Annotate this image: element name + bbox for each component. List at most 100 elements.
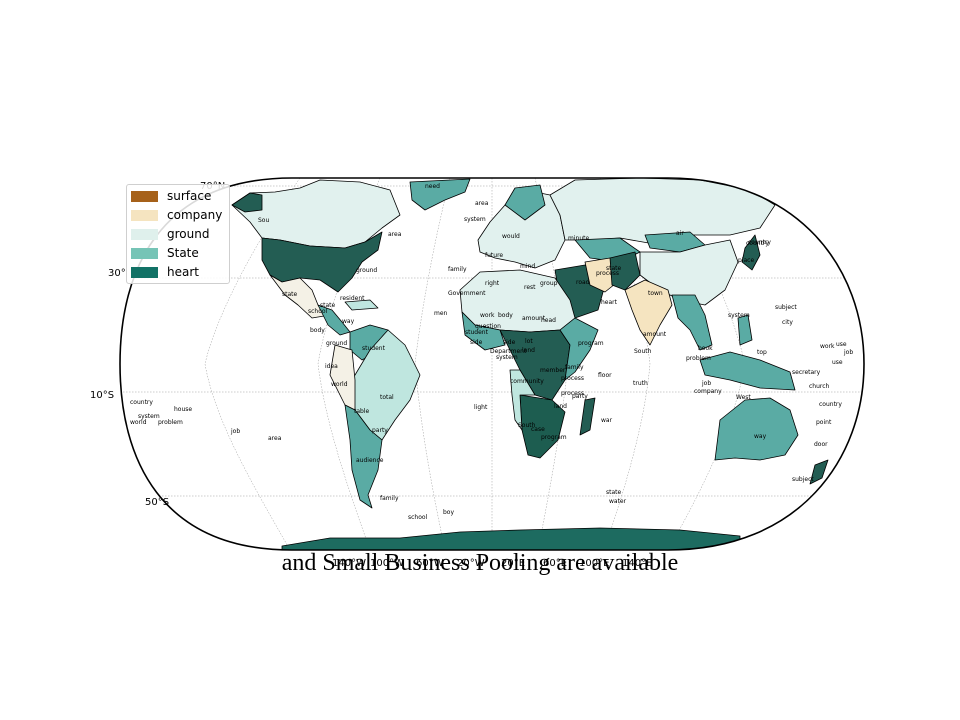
region-label: book bbox=[698, 345, 713, 352]
region-label: city bbox=[782, 319, 793, 326]
region-label: resident bbox=[340, 295, 365, 302]
region-indonesia bbox=[699, 351, 796, 391]
region-label: Sou bbox=[258, 217, 269, 224]
region-new-zealand bbox=[809, 459, 829, 485]
region-label: floor bbox=[598, 372, 612, 379]
region-label: use bbox=[832, 359, 843, 366]
lon-tick-label: 140°W bbox=[332, 558, 366, 569]
region-label: job bbox=[701, 380, 711, 387]
region-label: secretary bbox=[792, 369, 821, 376]
region-southern-africa bbox=[519, 394, 566, 459]
region-label: Government bbox=[448, 290, 486, 297]
region-east-africa bbox=[559, 317, 599, 381]
region-label: school bbox=[408, 514, 428, 521]
region-label: church bbox=[809, 383, 830, 390]
region-label: world bbox=[130, 419, 147, 426]
legend-label: heart bbox=[167, 265, 199, 279]
region-label: process bbox=[561, 375, 584, 382]
lon-tick-label: 60°E bbox=[543, 558, 567, 569]
region-label: use bbox=[836, 341, 847, 348]
region-label: case bbox=[531, 426, 545, 433]
region-label: state bbox=[282, 291, 298, 298]
region-label: amount bbox=[643, 331, 667, 338]
region-label: South bbox=[634, 348, 652, 355]
region-label: men bbox=[434, 310, 448, 317]
region-label: door bbox=[814, 441, 828, 448]
lon-tick-label: 140°E bbox=[622, 558, 652, 569]
region-label: family bbox=[565, 364, 584, 371]
region-label: family bbox=[380, 495, 399, 502]
region-label: area bbox=[268, 435, 282, 442]
lat-tick-label: 10°S bbox=[90, 390, 114, 401]
region-label: road bbox=[576, 279, 590, 286]
region-label: West bbox=[736, 394, 751, 401]
region-angola bbox=[509, 369, 536, 431]
region-label: body bbox=[310, 327, 325, 334]
region-label: idea bbox=[325, 363, 338, 370]
region-label: party bbox=[572, 393, 588, 400]
map-caption: and Small Business Pooling are available bbox=[281, 550, 679, 576]
region-madagascar bbox=[579, 397, 596, 436]
region-label: question bbox=[475, 323, 501, 330]
region-antarctica bbox=[281, 527, 741, 550]
region-label: would bbox=[502, 233, 520, 240]
region-label: place bbox=[738, 257, 754, 264]
region-label: audience bbox=[356, 457, 384, 464]
legend-label: company bbox=[167, 208, 223, 222]
region-label: program bbox=[578, 340, 604, 347]
region-label: total bbox=[380, 394, 394, 401]
legend-item-surface: surface bbox=[131, 188, 211, 204]
legend-label: surface bbox=[167, 189, 212, 203]
region-label: state bbox=[606, 489, 622, 496]
legend-swatch bbox=[131, 228, 158, 240]
countries bbox=[231, 178, 829, 550]
region-label: lot bbox=[525, 338, 533, 345]
region-label: process bbox=[561, 390, 584, 397]
legend-swatch bbox=[131, 266, 158, 278]
region-label: top bbox=[757, 349, 767, 356]
region-label: problem bbox=[686, 355, 711, 362]
region-label: house bbox=[174, 406, 192, 413]
region-label: amount bbox=[522, 315, 546, 322]
region-label: group bbox=[540, 280, 558, 287]
legend-item-ground: ground bbox=[131, 226, 209, 242]
region-label: state bbox=[606, 265, 622, 272]
lon-tick-label: 60°W bbox=[416, 558, 444, 569]
region-label: subject bbox=[792, 476, 814, 483]
region-label: point bbox=[816, 419, 832, 426]
legend-item-state: State bbox=[131, 245, 199, 261]
region-label: country bbox=[130, 399, 153, 406]
region-label: world bbox=[331, 381, 348, 388]
region-label: South bbox=[518, 422, 536, 429]
region-label: work bbox=[820, 343, 835, 350]
lon-tick-label: 100°E bbox=[579, 558, 609, 569]
legend-item-company: company bbox=[131, 207, 222, 223]
region-label: country bbox=[819, 401, 842, 408]
region-label: problem bbox=[158, 419, 183, 426]
legend-swatch bbox=[131, 247, 158, 259]
region-label: party bbox=[372, 427, 388, 434]
region-label: town bbox=[648, 290, 663, 297]
legend-item-heart: heart bbox=[131, 264, 199, 280]
legend-swatch bbox=[131, 209, 158, 221]
region-label: ground bbox=[356, 267, 377, 274]
region-label: heart bbox=[601, 299, 618, 306]
region-label: area bbox=[475, 200, 489, 207]
region-southeast-asia bbox=[671, 294, 713, 351]
region-label: program bbox=[541, 434, 567, 441]
region-label: community bbox=[510, 378, 544, 385]
region-label: school bbox=[308, 308, 328, 315]
lon-tick-label: 20°E bbox=[501, 558, 525, 569]
region-label: student bbox=[362, 345, 386, 352]
region-label: area bbox=[388, 231, 402, 238]
region-label: air bbox=[676, 230, 684, 237]
region-label: student bbox=[465, 329, 489, 336]
region-label: Department bbox=[490, 348, 527, 355]
region-greenland bbox=[409, 178, 471, 211]
region-label: company bbox=[694, 388, 722, 395]
region-japan bbox=[741, 234, 761, 271]
region-philippines bbox=[737, 314, 753, 346]
region-label: body bbox=[498, 312, 513, 319]
region-label: water bbox=[609, 498, 627, 505]
